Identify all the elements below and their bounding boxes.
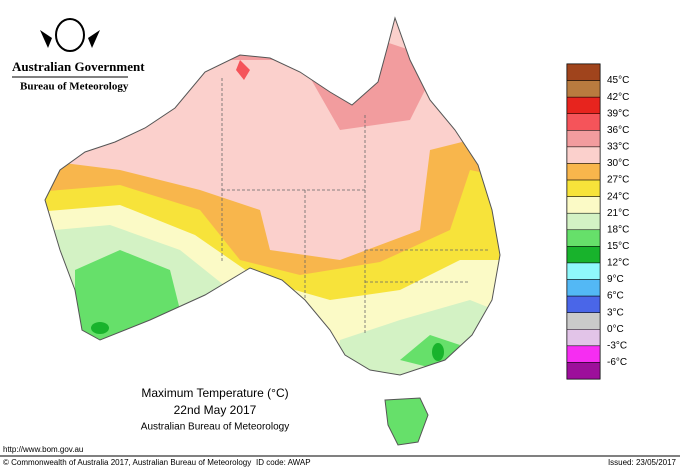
legend-label: 24°C xyxy=(607,191,629,202)
legend-label: 39°C xyxy=(607,108,629,119)
issued: Issued: 23/05/2017 xyxy=(608,458,677,467)
legend-swatch xyxy=(566,362,601,380)
legend-swatch xyxy=(566,96,601,114)
legend-swatch xyxy=(566,130,601,148)
map-source: Australian Bureau of Meteorology xyxy=(141,422,289,433)
state-borders xyxy=(221,78,490,335)
legend-swatch xyxy=(566,80,601,98)
legend-label: 0°C xyxy=(607,324,624,335)
government: Australian Government xyxy=(12,59,145,74)
legend-label: -3°C xyxy=(607,340,627,351)
legend-swatch xyxy=(566,312,601,330)
legend-label: 6°C xyxy=(607,291,624,302)
legend-swatch xyxy=(566,246,601,264)
legend-label: 27°C xyxy=(607,175,629,186)
legend-label: 36°C xyxy=(607,125,629,136)
legend-label: 21°C xyxy=(607,208,629,219)
map-date: 22nd May 2017 xyxy=(174,403,257,417)
legend-swatch xyxy=(566,345,601,363)
legend-swatch xyxy=(566,262,601,280)
legend-label: 42°C xyxy=(607,92,629,103)
map-title: Maximum Temperature (°C) xyxy=(141,386,288,400)
id-code: ID code: AWAP xyxy=(256,458,311,467)
emblem xyxy=(40,18,100,52)
legend-label: 9°C xyxy=(607,274,624,285)
legend-swatch xyxy=(566,163,601,181)
tasmania xyxy=(384,397,429,446)
legend: 45°C 42°C 39°C 36°C 33°C 30°C 27°C 24°C 21°C 18°C… xyxy=(566,63,629,380)
legend-swatch xyxy=(566,63,601,81)
legend-label: 30°C xyxy=(607,158,629,169)
legend-label: 45°C xyxy=(607,75,629,86)
legend-label: -6°C xyxy=(607,357,627,368)
legend-label: 18°C xyxy=(607,224,629,235)
bureau: Bureau of Meteorology xyxy=(20,81,129,93)
legend-swatch xyxy=(566,212,601,231)
legend-swatch xyxy=(566,279,601,297)
legend-label: 12°C xyxy=(607,258,629,269)
legend-swatch xyxy=(566,295,601,313)
legend-swatch xyxy=(566,113,601,131)
legend-label: 3°C xyxy=(607,307,624,318)
coastline xyxy=(44,16,501,376)
legend-swatch xyxy=(566,329,601,347)
legend-swatch xyxy=(566,229,601,247)
url: http://www.bom.gov.au xyxy=(3,445,83,454)
legend-swatch xyxy=(566,146,601,164)
legend-swatch xyxy=(566,196,601,214)
legend-label: 15°C xyxy=(607,241,629,252)
legend-label: 33°C xyxy=(607,142,629,153)
legend-swatch xyxy=(566,179,601,197)
copyright: © Commonwealth of Australia 2017, Austra… xyxy=(3,458,251,467)
